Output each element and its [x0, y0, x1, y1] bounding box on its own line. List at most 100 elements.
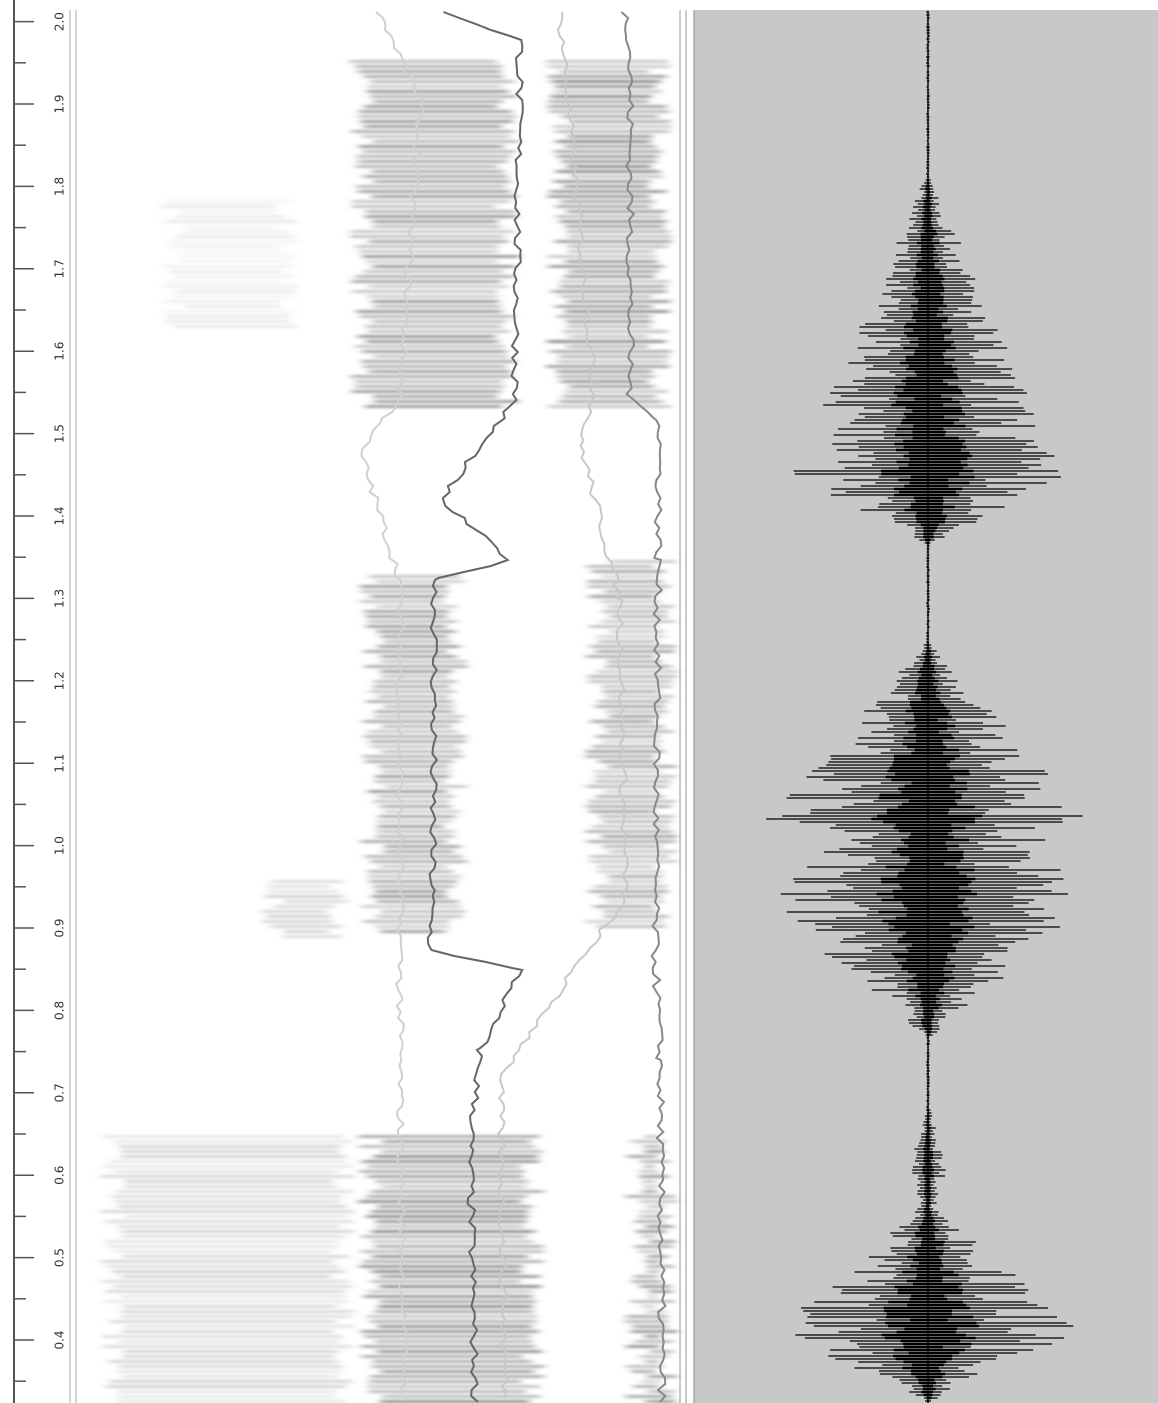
- energy: [560, 380, 648, 383]
- energy: [569, 120, 671, 123]
- energy: [555, 305, 653, 308]
- energy: [355, 275, 515, 278]
- energy: [113, 1285, 352, 1288]
- energy: [267, 885, 331, 888]
- energy: [102, 1345, 353, 1348]
- energy: [648, 1295, 657, 1298]
- energy: [165, 315, 291, 318]
- energy: [562, 330, 669, 333]
- energy: [602, 725, 664, 728]
- energy: [552, 125, 672, 128]
- energy: [370, 1320, 537, 1323]
- energy: [373, 100, 503, 103]
- energy: [377, 820, 451, 823]
- energy: [121, 1315, 352, 1318]
- energy: [124, 1180, 333, 1183]
- energy: [355, 380, 502, 383]
- energy: [166, 280, 284, 283]
- energy: [639, 1210, 663, 1213]
- energy: [113, 1140, 353, 1143]
- energy: [360, 120, 513, 123]
- energy: [589, 625, 658, 628]
- energy: [555, 170, 660, 173]
- energy: [647, 1375, 678, 1378]
- energy: [382, 1140, 531, 1143]
- energy: [365, 325, 502, 328]
- energy: [181, 210, 277, 213]
- energy: [381, 770, 451, 773]
- energy: [381, 1150, 543, 1153]
- energy: [121, 1150, 339, 1153]
- energy: [362, 175, 508, 178]
- energy: [378, 1305, 533, 1308]
- energy: [560, 200, 655, 203]
- energy: [607, 605, 675, 608]
- energy: [356, 310, 502, 313]
- energy: [352, 290, 498, 293]
- energy: [601, 685, 672, 688]
- energy: [360, 840, 447, 843]
- tick-label: 1.7: [53, 259, 67, 278]
- energy: [177, 250, 283, 253]
- energy: [633, 1385, 660, 1388]
- energy: [642, 1305, 655, 1308]
- formant-line: [620, 11, 667, 1403]
- energy: [122, 1255, 349, 1258]
- energy: [547, 255, 657, 258]
- energy: [100, 1175, 354, 1178]
- energy: [361, 905, 461, 908]
- energy: [165, 320, 290, 323]
- energy: [366, 700, 453, 703]
- energy: [554, 240, 672, 243]
- energy: [380, 655, 457, 658]
- energy: [363, 1295, 533, 1298]
- energy: [383, 705, 454, 708]
- energy: [376, 915, 463, 918]
- energy: [372, 1255, 528, 1258]
- energy: [366, 625, 446, 628]
- energy: [379, 1275, 541, 1278]
- energy: [105, 1240, 340, 1243]
- tick-label: 1.8: [53, 177, 67, 196]
- energy: [366, 615, 447, 618]
- energy: [381, 910, 466, 913]
- energy: [368, 330, 510, 333]
- energy: [364, 650, 447, 653]
- energy: [602, 690, 660, 693]
- energy: [362, 255, 520, 258]
- energy: [361, 1160, 540, 1163]
- energy: [374, 1310, 534, 1313]
- energy: [370, 1280, 521, 1283]
- energy: [568, 335, 649, 338]
- energy: [383, 810, 461, 813]
- energy: [569, 385, 655, 388]
- energy: [367, 1175, 523, 1178]
- waveform-core: [871, 10, 983, 1403]
- energy: [102, 1335, 343, 1338]
- energy: [634, 1340, 674, 1343]
- energy: [176, 215, 286, 218]
- energy: [630, 1330, 678, 1333]
- energy: [548, 75, 667, 78]
- energy: [363, 735, 467, 738]
- energy: [606, 665, 672, 668]
- energy: [359, 250, 498, 253]
- energy: [626, 1155, 657, 1158]
- energy: [364, 855, 462, 858]
- energy: [368, 1390, 526, 1393]
- energy: [360, 1250, 544, 1253]
- energy: [565, 260, 658, 263]
- energy: [114, 1250, 332, 1253]
- energy: [109, 1160, 346, 1163]
- energy: [362, 135, 510, 138]
- energy: [361, 360, 516, 363]
- energy: [378, 765, 449, 768]
- energy: [643, 1145, 662, 1148]
- energy: [116, 1395, 335, 1398]
- energy: [560, 70, 649, 73]
- energy: [364, 1335, 531, 1338]
- energy: [184, 230, 289, 233]
- energy: [114, 1200, 339, 1203]
- energy: [553, 180, 650, 183]
- energy: [369, 740, 466, 743]
